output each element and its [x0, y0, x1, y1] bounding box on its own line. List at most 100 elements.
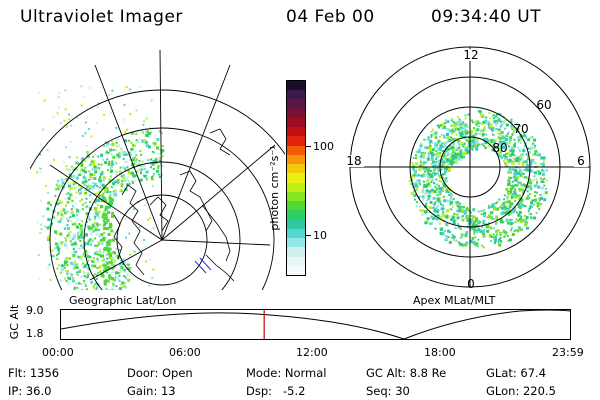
- aurora-pixel: [517, 141, 520, 143]
- aurora-pixel: [515, 211, 518, 214]
- aurora-pixel: [511, 161, 514, 165]
- aurora-pixel: [99, 234, 101, 237]
- aurora-pixel: [425, 173, 428, 176]
- aurora-pixel: [77, 281, 80, 284]
- aurora-pixel: [451, 150, 454, 153]
- aurora-pixel: [461, 243, 464, 246]
- aurora-pixel: [90, 282, 93, 284]
- aurora-pixel: [510, 189, 513, 192]
- aurora-pixel: [120, 185, 123, 188]
- aurora-pixel: [143, 120, 146, 123]
- aurora-pixel: [111, 160, 115, 164]
- aurora-pixel: [421, 174, 425, 178]
- aurora-pixel: [85, 276, 88, 279]
- aurora-pixel: [88, 170, 91, 173]
- aurora-pixel: [456, 149, 458, 151]
- aurora-pixel: [508, 181, 511, 184]
- aurora-pixel: [444, 121, 447, 124]
- aurora-pixel: [496, 233, 498, 236]
- aurora-pixel: [533, 216, 536, 220]
- aurora-pixel: [520, 216, 523, 219]
- aurora-pixel: [540, 163, 543, 166]
- aurora-pixel: [130, 147, 134, 151]
- aurora-pixel: [460, 244, 463, 247]
- aurora-pixel: [504, 148, 507, 151]
- aurora-pixel: [112, 284, 115, 287]
- aurora-pixel: [524, 205, 527, 208]
- aurora-pixel: [90, 173, 94, 176]
- aurora-pixel: [121, 153, 124, 156]
- aurora-pixel: [124, 169, 127, 172]
- aurora-pixel: [92, 155, 95, 158]
- colorbar-segment: [287, 136, 305, 147]
- aurora-pixel: [428, 146, 432, 150]
- aurora-pixel: [429, 222, 432, 225]
- aurora-pixel: [73, 286, 76, 289]
- aurora-pixel: [430, 178, 434, 182]
- aurora-pixel: [108, 277, 111, 280]
- aurora-pixel: [441, 213, 445, 217]
- aurora-pixel: [461, 132, 464, 135]
- aurora-pixel: [474, 224, 478, 228]
- aurora-pixel: [71, 194, 73, 197]
- aurora-pixel: [79, 224, 83, 228]
- aurora-pixel: [522, 149, 526, 153]
- aurora-pixel: [92, 230, 95, 233]
- aurora-pixel: [68, 168, 71, 171]
- aurora-pixel: [518, 160, 521, 163]
- aurora-pixel: [131, 159, 134, 162]
- aurora-pixel: [541, 187, 544, 190]
- aurora-pixel: [430, 130, 433, 133]
- aurora-pixel: [138, 161, 141, 164]
- colorbar-segment: [287, 182, 305, 193]
- aurora-pixel: [113, 231, 116, 234]
- aurora-pixel: [509, 221, 512, 224]
- aurora-pixel: [513, 190, 517, 194]
- aurora-pixel: [75, 232, 77, 235]
- aurora-pixel: [469, 211, 472, 214]
- aurora-pixel: [531, 199, 534, 202]
- aurora-pixel: [415, 155, 418, 158]
- aurora-pixel: [117, 171, 120, 174]
- aurora-pixel: [91, 185, 95, 189]
- aurora-pixel: [467, 140, 470, 143]
- aurora-pixel: [157, 165, 160, 167]
- aurora-pixel: [88, 164, 90, 167]
- aurora-pixel: [79, 228, 82, 231]
- aurora-pixel: [120, 288, 122, 290]
- aurora-pixel: [508, 167, 512, 171]
- aurora-pixel: [126, 183, 128, 186]
- aurora-pixel: [514, 195, 518, 199]
- aurora-pixel: [96, 244, 99, 247]
- aurora-pixel: [88, 218, 91, 221]
- aurora-pixel: [431, 206, 434, 209]
- aurora-pixel: [497, 229, 500, 232]
- aurora-polar: [408, 110, 549, 249]
- aurora-pixel: [85, 233, 89, 237]
- aurora-pixel: [97, 191, 100, 194]
- aurora-pixel: [495, 145, 499, 149]
- aurora-pixel: [495, 124, 498, 127]
- aurora-pixel: [56, 257, 59, 260]
- aurora-pixel: [449, 201, 453, 205]
- aurora-pixel: [105, 187, 109, 190]
- aurora-pixel: [529, 184, 532, 188]
- aurora-pixel: [431, 153, 434, 157]
- aurora-pixel: [437, 141, 440, 143]
- aurora-pixel: [544, 191, 548, 195]
- aurora-pixel: [543, 198, 547, 202]
- aurora-pixel: [114, 193, 118, 197]
- aurora-pixel: [427, 152, 430, 155]
- aurora-pixel: [429, 190, 432, 193]
- aurora-pixel: [96, 185, 99, 188]
- aurora-pixel: [57, 96, 60, 99]
- aurora-pixel: [56, 213, 59, 216]
- aurora-pixel: [424, 167, 428, 171]
- aurora-pixel: [72, 181, 75, 184]
- aurora-pixel: [78, 236, 80, 239]
- aurora-pixel: [508, 171, 511, 173]
- aurora-pixel: [498, 238, 501, 242]
- aurora-pixel: [413, 194, 415, 197]
- aurora-pixel: [499, 125, 502, 128]
- aurora-pixel: [493, 141, 496, 144]
